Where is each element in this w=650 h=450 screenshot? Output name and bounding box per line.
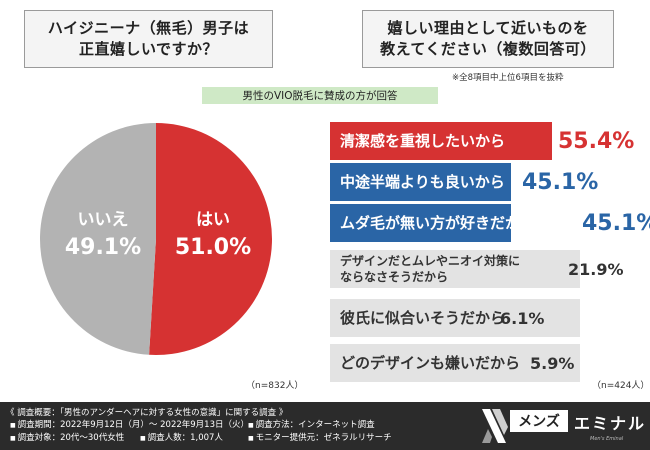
- bar-label-3: ムダ毛が無い方が好きだから: [340, 214, 536, 232]
- survey-count: 調査人数：1,007人: [140, 431, 223, 443]
- pie-no-value: 49.1%: [64, 235, 142, 260]
- bar-label-6: どのデザインも嫌いだから: [340, 354, 521, 372]
- survey-method: 調査方法：インターネット調査: [248, 418, 375, 430]
- right-question-line-2: 教えてください（複数回答可）: [380, 40, 596, 58]
- pie-yes-value: 51.0%: [174, 235, 252, 260]
- survey-target: 調査対象：20代〜30代女性: [10, 431, 125, 443]
- respondent-subtitle: 男性のVIO脱毛に賛成の方が回答: [202, 87, 438, 104]
- pie-sample-size: （n=832人）: [246, 381, 304, 391]
- survey-period: 調査期間：2022年9月12日（月）〜 2022年9月13日（火）: [10, 418, 249, 430]
- bar-value-4: 21.9%: [568, 259, 624, 279]
- right-question-note: ※全8項目中上位6項目を抜粋: [452, 73, 564, 83]
- pie-yes-name: はい: [196, 210, 230, 230]
- bar-6: [330, 344, 580, 382]
- brand-name-part-b: エミナル: [574, 414, 647, 433]
- right-question-box: 嬉しい理由として近いものを 教えてください（複数回答可）: [362, 10, 614, 68]
- bar-sample-size: （n=424人）: [592, 381, 650, 391]
- bar-4: [330, 250, 580, 288]
- bar-2: [330, 163, 511, 201]
- bar-label-2: 中途半端よりも良いから: [340, 173, 505, 191]
- survey-title: 《 調査概要：「男性のアンダーヘアに対する女性の意識」に関する調査 》: [6, 408, 288, 418]
- pie-label-no: いいえ 49.1%: [58, 206, 148, 262]
- bar-1: [330, 122, 552, 160]
- bar-value-2: 45.1%: [522, 169, 599, 195]
- bar-value-5: 6.1%: [500, 308, 545, 328]
- bar-value-3: 45.1%: [582, 210, 650, 236]
- bar-3: [330, 204, 511, 242]
- pie-label-yes: はい 51.0%: [168, 206, 258, 262]
- left-question-line-2: 正直嬉しいですか？: [78, 40, 219, 58]
- brand-name-part-a: メンズ: [510, 410, 568, 432]
- left-question-box: ハイジニーナ（無毛）男子は 正直嬉しいですか？: [24, 10, 273, 68]
- pie-slice-no: [39, 123, 156, 355]
- brand-logo-icon: [482, 409, 508, 443]
- right-question-line-1: 嬉しい理由として近いものを: [387, 19, 589, 37]
- bar-5: [330, 299, 580, 337]
- bar-value-1: 55.4%: [558, 128, 635, 154]
- bar-label-5: 彼氏に似合いそうだから: [340, 309, 506, 327]
- bar-label-4: デザインだとムレやニオイ対策に ならなさそうだから: [340, 254, 521, 284]
- bar-value-6: 5.9%: [530, 353, 575, 373]
- pie-no-name: いいえ: [77, 210, 129, 230]
- left-question-line-1: ハイジニーナ（無毛）男子は: [47, 19, 250, 37]
- survey-provider: モニター提供元：ゼネラルリサーチ: [248, 431, 392, 443]
- bar-label-1: 清潔感を重視したいから: [340, 132, 506, 150]
- pie-slice-yes: [149, 123, 272, 355]
- brand-tagline: Men's Eminal: [590, 436, 624, 442]
